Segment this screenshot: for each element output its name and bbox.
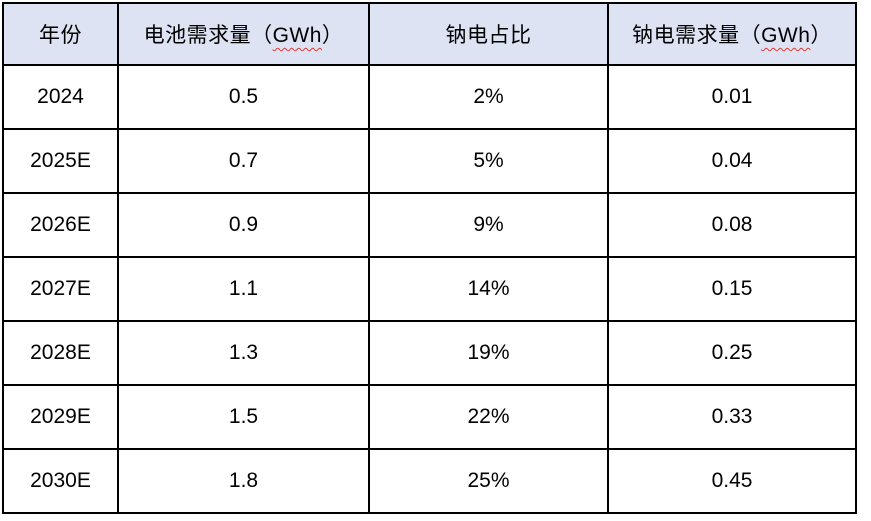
cell-year: 2030E [2,448,119,514]
header-label-prefix: 钠电需求量（ [632,24,762,47]
table-row: 2025E 0.7 5% 0.04 [2,128,857,194]
header-label-suffix: ） [321,24,344,47]
sodium-battery-forecast-table: 年份 电池需求量（GWh） 钠电占比 钠电需求量（GWh） 2024 0.5 2… [2,2,857,514]
table-row: 2028E 1.3 19% 0.25 [2,320,857,386]
cell-year: 2025E [2,128,119,194]
cell-year: 2026E [2,192,119,258]
table-body: 2024 0.5 2% 0.01 2025E 0.7 5% 0.04 2026E… [2,64,857,514]
table-row: 2027E 1.1 14% 0.15 [2,256,857,322]
cell-sodium-share: 2% [368,64,609,130]
header-label: 钠电占比 [445,24,532,47]
cell-sodium-demand: 0.15 [607,256,857,322]
cell-sodium-share: 22% [368,384,609,450]
cell-battery-demand: 1.8 [117,448,370,514]
cell-battery-demand: 0.5 [117,64,370,130]
cell-sodium-demand: 0.25 [607,320,857,386]
cell-sodium-share: 19% [368,320,609,386]
cell-year: 2024 [2,64,119,130]
cell-sodium-share: 5% [368,128,609,194]
cell-sodium-share: 14% [368,256,609,322]
cell-sodium-demand: 0.04 [607,128,857,194]
cell-battery-demand: 1.5 [117,384,370,450]
cell-sodium-demand: 0.33 [607,384,857,450]
header-label: 年份 [39,24,82,47]
column-header-sodium-demand: 钠电需求量（GWh） [607,2,857,66]
cell-battery-demand: 1.1 [117,256,370,322]
cell-sodium-demand: 0.45 [607,448,857,514]
cell-battery-demand: 0.9 [117,192,370,258]
table-header-row: 年份 电池需求量（GWh） 钠电占比 钠电需求量（GWh） [2,2,857,66]
cell-sodium-share: 9% [368,192,609,258]
cell-sodium-share: 25% [368,448,609,514]
table-row: 2029E 1.5 22% 0.33 [2,384,857,450]
header-unit-spellcheck: GWh [272,24,322,47]
header-unit-spellcheck: GWh [761,24,811,47]
header-label-suffix: ） [810,24,832,47]
cell-sodium-demand: 0.08 [607,192,857,258]
cell-battery-demand: 0.7 [117,128,370,194]
column-header-year: 年份 [2,2,119,66]
table-row: 2024 0.5 2% 0.01 [2,64,857,130]
cell-battery-demand: 1.3 [117,320,370,386]
table-row: 年份 电池需求量（GWh） 钠电占比 钠电需求量（GWh） [2,2,857,66]
table-row: 2030E 1.8 25% 0.45 [2,448,857,514]
table-row: 2026E 0.9 9% 0.08 [2,192,857,258]
cell-year: 2029E [2,384,119,450]
cell-year: 2027E [2,256,119,322]
cell-sodium-demand: 0.01 [607,64,857,130]
column-header-sodium-share: 钠电占比 [368,2,609,66]
column-header-battery-demand: 电池需求量（GWh） [117,2,370,66]
cell-year: 2028E [2,320,119,386]
header-label-prefix: 电池需求量（ [143,24,273,47]
